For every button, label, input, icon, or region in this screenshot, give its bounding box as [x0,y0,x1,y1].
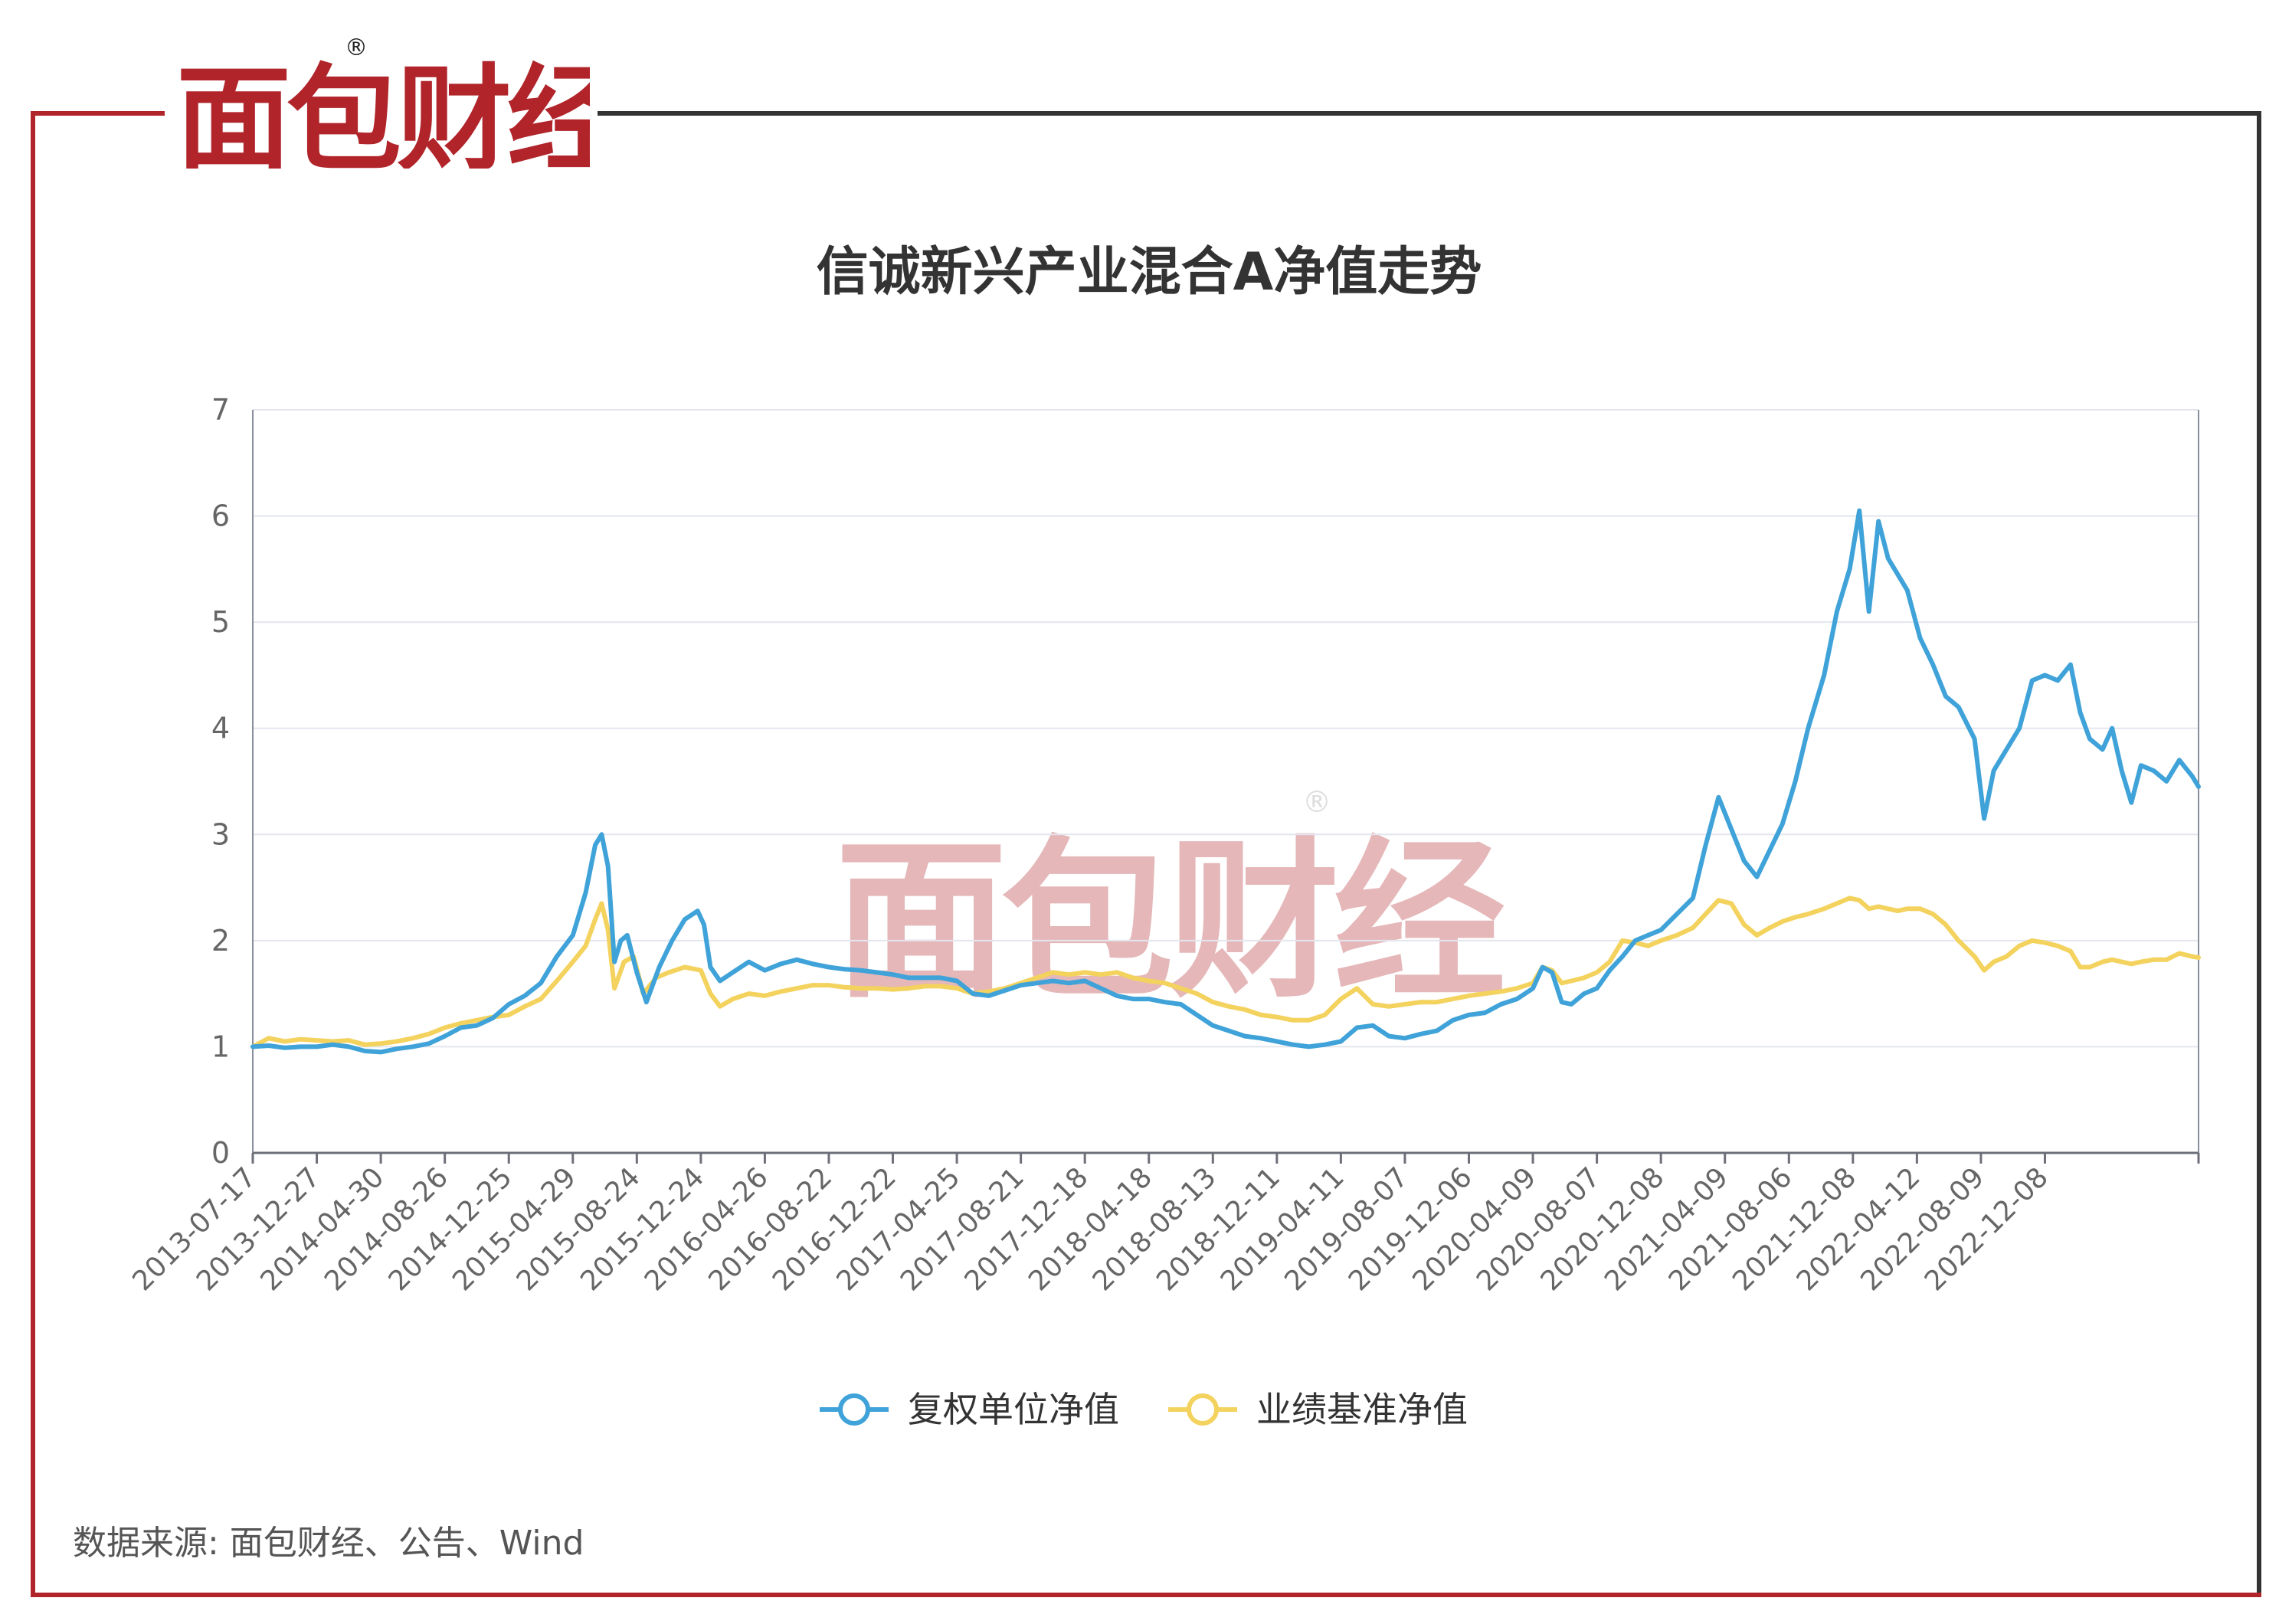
frame-top-right-rule [598,111,2261,116]
watermark-registered-mark: ® [1302,785,1331,819]
grid [253,409,2199,1048]
frame-left-rule [31,111,35,1597]
y-tick-label: 1 [211,1030,230,1063]
y-tick-label: 3 [211,817,230,851]
chart-title: 信诚新兴产业混合A净值走势 [817,242,1482,303]
y-axis-ticks: 0 1 2 3 4 5 6 7 [211,393,230,1170]
y-tick-label: 6 [211,499,230,533]
legend-label-benchmark: 业绩基准净值 [1256,1389,1468,1430]
legend: 复权单位净值 业绩基准净值 [820,1389,1468,1430]
series-line-nav [250,508,2201,1055]
series-lines [250,508,2201,1055]
y-tick-label: 5 [211,605,230,639]
frame-right-rule [2257,111,2261,1597]
legend-item-nav[interactable]: 复权单位净值 [820,1389,1119,1430]
y-tick-label: 0 [211,1136,230,1170]
watermark-text: 面包财经 [835,821,1505,1022]
x-axis-ticks: 2013-07-172013-12-272014-04-302014-08-26… [126,1153,2200,1297]
y-tick-label: 7 [211,393,230,427]
frame-bottom-rule [31,1593,2261,1597]
frame-top-left-rule [31,111,165,116]
y-tick-label: 2 [211,924,230,958]
legend-marker-benchmark [1187,1393,1219,1426]
axes [252,410,2199,1154]
legend-label-nav: 复权单位净值 [908,1389,1119,1430]
series-line-benchmark [250,895,2201,1049]
source-note: 数据来源: 面包财经、公告、Wind [73,1524,584,1563]
legend-item-benchmark[interactable]: 业绩基准净值 [1168,1389,1468,1430]
legend-marker-nav [838,1393,870,1426]
registered-mark: ® [345,34,368,61]
brand-logo: ® 面包财经 [176,34,590,169]
logo-text: 面包财经 [176,54,590,169]
y-tick-label: 4 [211,712,230,745]
